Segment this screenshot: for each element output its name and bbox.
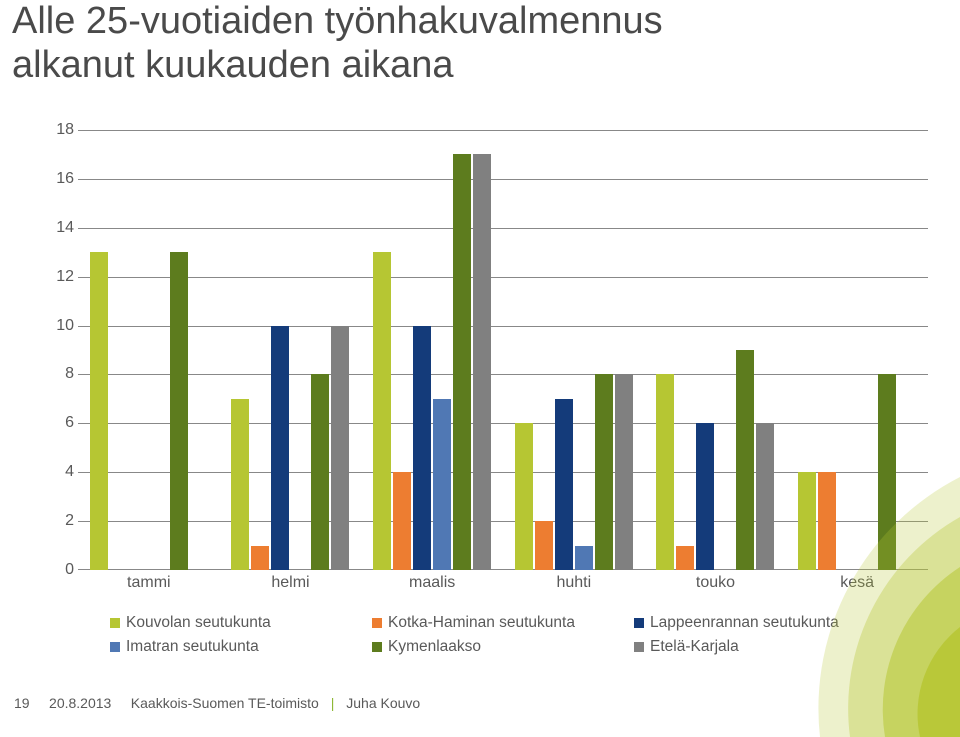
bar <box>433 399 451 570</box>
x-tick-label: helmi <box>221 574 361 592</box>
bar <box>818 472 836 570</box>
title-line-1: Alle 25-vuotiaiden työnhakuvalmennus <box>12 0 663 42</box>
bar <box>535 521 553 570</box>
bar <box>231 399 249 570</box>
legend-item: Kotka-Haminan seutukunta <box>372 614 634 632</box>
legend-swatch <box>634 618 644 628</box>
bar <box>453 154 471 570</box>
footer-org: Kaakkois-Suomen TE-toimisto <box>131 695 319 711</box>
y-tick-label: 18 <box>50 121 74 139</box>
legend-swatch <box>110 642 120 652</box>
bar <box>878 374 896 570</box>
title-line-2: alkanut kuukauden aikana <box>12 44 454 86</box>
footer: 19 20.8.2013 Kaakkois-Suomen TE-toimisto… <box>14 695 420 711</box>
bar <box>413 326 431 570</box>
bar <box>373 252 391 570</box>
bar-group <box>220 130 362 570</box>
bar-group <box>645 130 787 570</box>
legend-swatch <box>372 642 382 652</box>
legend-label: Kymenlaakso <box>388 638 481 656</box>
bar <box>170 252 188 570</box>
legend-label: Kotka-Haminan seutukunta <box>388 614 575 632</box>
bar <box>555 399 573 570</box>
x-tick-label: kesä <box>787 574 927 592</box>
bar-group <box>503 130 645 570</box>
x-tick-label: maalis <box>362 574 502 592</box>
page-title: Alle 25-vuotiaiden työnhakuvalmennus alk… <box>12 0 663 87</box>
chart: 024681012141618tammihelmimaalishuhtitouk… <box>48 130 928 600</box>
bar <box>331 326 349 570</box>
bar <box>736 350 754 570</box>
y-tick-label: 4 <box>50 463 74 481</box>
bar-group <box>78 130 220 570</box>
bar <box>676 546 694 570</box>
footer-page: 19 <box>14 695 30 711</box>
legend-label: Lappeenrannan seutukunta <box>650 614 839 632</box>
bar <box>473 154 491 570</box>
legend-item: Kymenlaakso <box>372 638 634 656</box>
y-tick-label: 12 <box>50 268 74 286</box>
legend-label: Imatran seutukunta <box>126 638 259 656</box>
plot-area: 024681012141618tammihelmimaalishuhtitouk… <box>78 130 928 570</box>
y-tick-label: 10 <box>50 317 74 335</box>
legend-label: Etelä-Karjala <box>650 638 739 656</box>
bar-group <box>786 130 928 570</box>
y-tick-label: 16 <box>50 170 74 188</box>
bar <box>656 374 674 570</box>
x-tick-label: touko <box>646 574 786 592</box>
legend-label: Kouvolan seutukunta <box>126 614 271 632</box>
legend-swatch <box>634 642 644 652</box>
y-tick-label: 8 <box>50 365 74 383</box>
bar <box>515 423 533 570</box>
bar <box>251 546 269 570</box>
bar-group <box>361 130 503 570</box>
legend-row: Imatran seutukunta Kymenlaakso Etelä-Karja… <box>110 638 910 656</box>
x-tick-label: tammi <box>79 574 219 592</box>
legend: Kouvolan seutukunta Kotka-Haminan seutuku… <box>110 614 910 662</box>
footer-sep: | <box>331 695 335 711</box>
footer-date: 20.8.2013 <box>49 695 111 711</box>
legend-row: Kouvolan seutukunta Kotka-Haminan seutuku… <box>110 614 910 632</box>
x-tick-label: huhti <box>504 574 644 592</box>
y-tick-label: 6 <box>50 414 74 432</box>
bar <box>595 374 613 570</box>
legend-item: Imatran seutukunta <box>110 638 372 656</box>
y-tick-label: 2 <box>50 512 74 530</box>
bar <box>615 374 633 570</box>
bar <box>271 326 289 570</box>
bar <box>798 472 816 570</box>
bar <box>575 546 593 570</box>
legend-item: Lappeenrannan seutukunta <box>634 614 896 632</box>
bar <box>311 374 329 570</box>
footer-author: Juha Kouvo <box>346 695 420 711</box>
legend-swatch <box>110 618 120 628</box>
legend-item: Kouvolan seutukunta <box>110 614 372 632</box>
bar <box>756 423 774 570</box>
bar <box>90 252 108 570</box>
legend-item: Etelä-Karjala <box>634 638 896 656</box>
y-tick-label: 0 <box>50 561 74 579</box>
bar <box>393 472 411 570</box>
legend-swatch <box>372 618 382 628</box>
bar <box>696 423 714 570</box>
y-tick-label: 14 <box>50 219 74 237</box>
